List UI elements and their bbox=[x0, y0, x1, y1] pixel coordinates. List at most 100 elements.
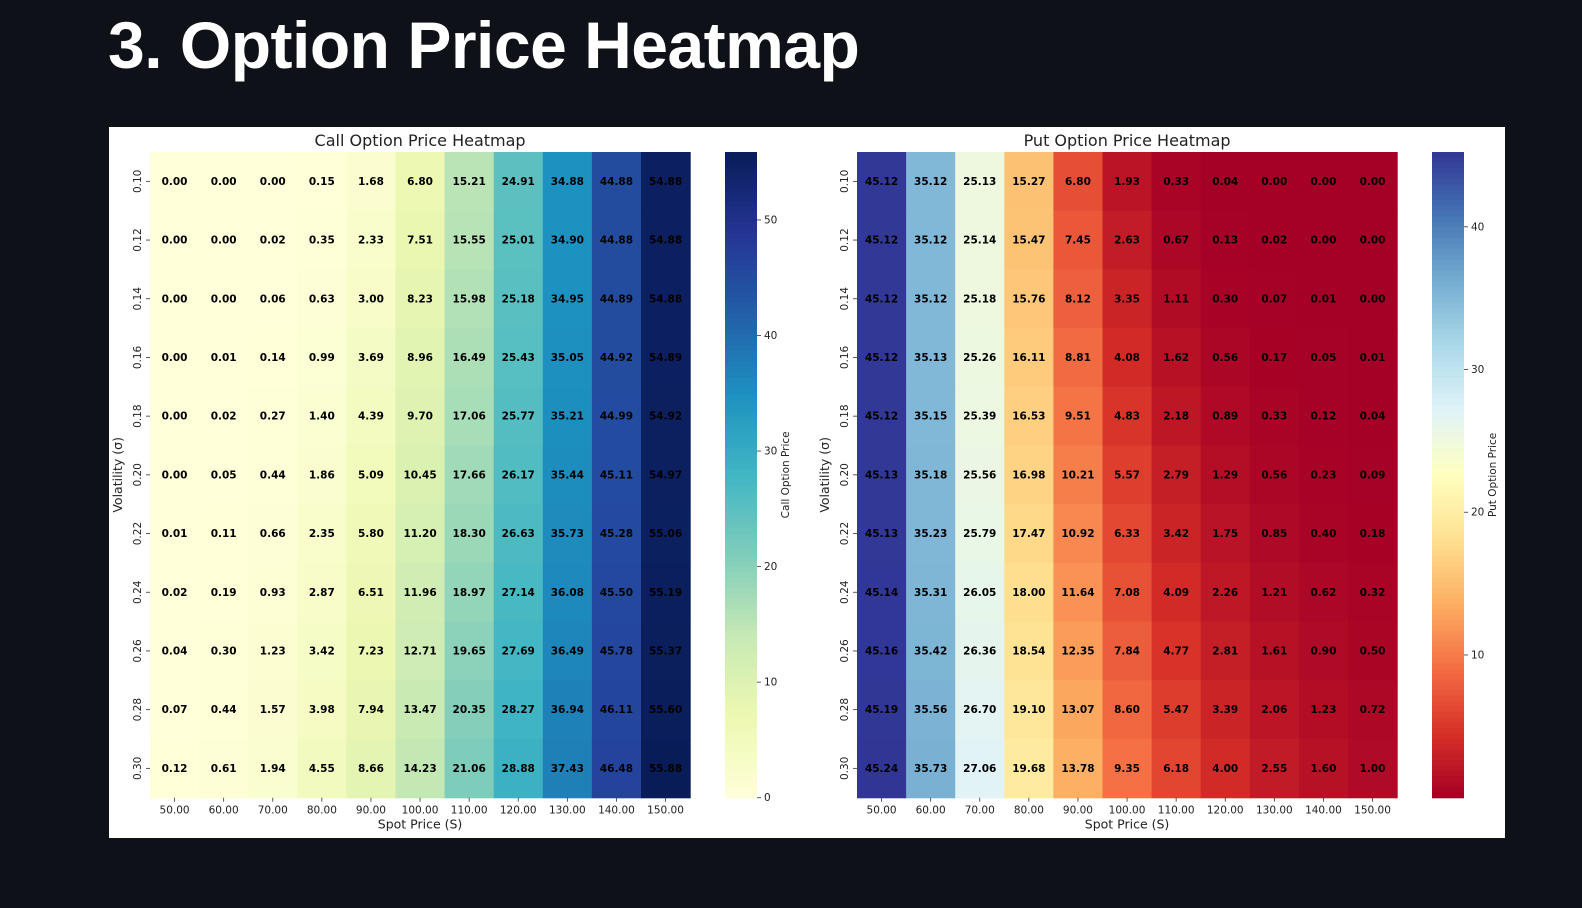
put-colorbar-segment bbox=[1432, 351, 1464, 358]
call-cell-label: 2.33 bbox=[358, 235, 384, 247]
call-colorbar-segment bbox=[725, 254, 757, 261]
put-cell-label: 0.07 bbox=[1261, 293, 1287, 305]
put-heatmap-cell bbox=[1200, 504, 1251, 564]
put-colorbar-segment bbox=[1432, 238, 1464, 245]
put-heatmap-cell bbox=[1004, 562, 1054, 623]
call-colorbar-segment bbox=[725, 152, 757, 158]
put-cell-label: 15.27 bbox=[1012, 176, 1045, 188]
put-cell-label: 0.00 bbox=[1310, 176, 1336, 188]
put-heatmap-cell bbox=[857, 504, 907, 564]
call-x-tick-label: 120.00 bbox=[500, 805, 537, 817]
put-cell-label: 2.55 bbox=[1261, 763, 1287, 775]
put-heatmap-cell bbox=[1053, 680, 1104, 740]
call-colorbar-segment bbox=[725, 232, 757, 239]
put-cell-label: 10.92 bbox=[1061, 528, 1094, 540]
put-colorbar-segment bbox=[1432, 727, 1464, 734]
put-heatmap-cell bbox=[906, 739, 956, 799]
call-heatmap-cell bbox=[641, 386, 691, 447]
call-cell-label: 54.92 bbox=[649, 411, 682, 423]
call-heatmap-cell bbox=[297, 621, 347, 681]
call-colorbar-segment bbox=[725, 733, 757, 740]
call-colorbar-segment bbox=[725, 361, 757, 368]
put-cell-label: 26.05 bbox=[963, 587, 996, 599]
put-heatmap-cell bbox=[1102, 445, 1153, 505]
call-colorbar-segment bbox=[725, 706, 757, 713]
put-colorbar-segment bbox=[1432, 447, 1464, 454]
put-cell-label: 6.33 bbox=[1114, 528, 1140, 540]
call-heatmap-cell bbox=[248, 328, 298, 388]
put-colorbar-segment bbox=[1432, 410, 1464, 417]
heatmap-figure: Call Option Price Heatmap 0.00 0.00 0.00 0.1… bbox=[109, 127, 1505, 838]
call-colorbar-segment bbox=[725, 695, 757, 702]
put-heatmap-cell bbox=[955, 504, 1005, 564]
put-cell-label: 2.81 bbox=[1212, 645, 1238, 657]
put-cell-label: 3.35 bbox=[1114, 293, 1140, 305]
call-heatmap-cell bbox=[444, 504, 495, 564]
put-heatmap-cell bbox=[857, 386, 907, 447]
put-heatmap-cell bbox=[1298, 152, 1349, 212]
call-cell-label: 0.00 bbox=[162, 293, 188, 305]
put-cell-label: 35.42 bbox=[914, 645, 947, 657]
call-heatmap-cell bbox=[150, 739, 200, 799]
put-cell-label: 25.39 bbox=[963, 411, 996, 423]
call-colorbar-segment bbox=[725, 345, 757, 352]
call-colorbar-segment bbox=[725, 227, 757, 234]
call-y-tick-label: 0.30 bbox=[132, 757, 144, 780]
call-cell-label: 5.80 bbox=[358, 528, 384, 540]
call-colorbar-segment bbox=[725, 437, 757, 444]
put-colorbar-segment bbox=[1432, 421, 1464, 428]
put-cell-label: 11.64 bbox=[1061, 587, 1094, 599]
put-colorbar-segment bbox=[1432, 324, 1464, 331]
call-heatmap-cell bbox=[199, 328, 249, 388]
call-colorbar-segment bbox=[725, 786, 757, 793]
call-colorbar-segment bbox=[725, 394, 757, 401]
call-heatmap-cell bbox=[297, 445, 347, 505]
call-x-tick-label: 130.00 bbox=[549, 805, 586, 817]
put-heatmap-cell bbox=[857, 739, 907, 799]
put-colorbar-segment bbox=[1432, 404, 1464, 411]
call-cell-label: 3.69 bbox=[358, 352, 384, 364]
call-heatmap-cell bbox=[542, 445, 593, 505]
call-heatmap-cell bbox=[395, 386, 446, 447]
call-heatmap-cell bbox=[542, 269, 593, 329]
put-heatmap-cell bbox=[906, 562, 956, 623]
call-colorbar-segment bbox=[725, 550, 757, 557]
put-colorbar-segment bbox=[1432, 566, 1464, 573]
put-colorbar-segment bbox=[1432, 668, 1464, 675]
call-heatmap-cell bbox=[150, 445, 200, 505]
put-heatmap-cell bbox=[1249, 445, 1300, 505]
call-cell-label: 34.95 bbox=[551, 293, 584, 305]
call-heatmap-cell bbox=[444, 739, 495, 799]
put-colorbar-segment bbox=[1432, 426, 1464, 433]
call-colorbar-segment bbox=[725, 490, 757, 497]
call-heatmap-cell bbox=[591, 152, 642, 212]
put-cell-label: 25.13 bbox=[963, 176, 996, 188]
call-heatmap-cell bbox=[591, 386, 642, 447]
call-colorbar-segment bbox=[725, 668, 757, 675]
call-colorbar-segment bbox=[725, 501, 757, 508]
put-colorbar-segment bbox=[1432, 673, 1464, 680]
put-cell-label: 45.12 bbox=[865, 352, 898, 364]
call-heatmap-cell bbox=[641, 445, 691, 505]
call-cell-label: 21.06 bbox=[453, 763, 486, 775]
put-colorbar-segment bbox=[1432, 760, 1464, 767]
call-cell-label: 24.91 bbox=[502, 176, 535, 188]
put-colorbar-segment bbox=[1432, 388, 1464, 395]
call-colorbar-segment bbox=[725, 577, 757, 584]
call-colorbar-segment bbox=[725, 636, 757, 643]
call-colorbar-segment bbox=[725, 673, 757, 680]
call-colorbar-segment bbox=[725, 340, 757, 347]
put-heatmap-cell bbox=[906, 152, 956, 212]
call-cell-label: 2.87 bbox=[309, 587, 335, 599]
put-colorbar-segment bbox=[1432, 367, 1464, 374]
call-cell-label: 0.01 bbox=[211, 352, 237, 364]
call-y-tick-label: 0.14 bbox=[132, 287, 144, 311]
put-colorbar-segment bbox=[1432, 184, 1464, 191]
put-heatmap-cell bbox=[1151, 445, 1202, 505]
put-heatmap-cell bbox=[955, 621, 1005, 681]
put-cell-label: 45.12 bbox=[865, 411, 898, 423]
put-heatmap-cell bbox=[906, 328, 956, 388]
put-cell-label: 4.77 bbox=[1163, 645, 1189, 657]
put-colorbar-segment bbox=[1432, 394, 1464, 401]
put-colorbar-segment bbox=[1432, 663, 1464, 670]
